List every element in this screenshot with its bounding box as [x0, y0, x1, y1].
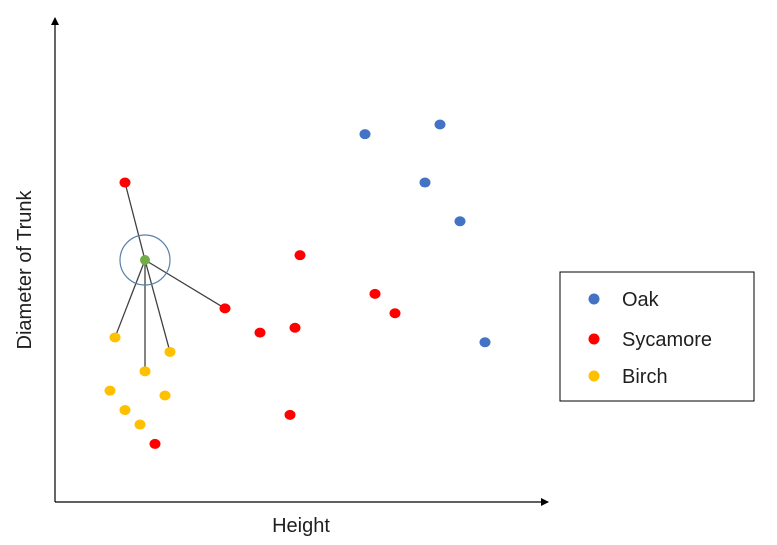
- point-oak: [434, 119, 446, 130]
- point-sycamore: [289, 322, 301, 333]
- point-oak: [454, 216, 466, 227]
- point-birch: [159, 390, 171, 401]
- point-birch: [134, 419, 146, 430]
- point-sycamore: [284, 409, 296, 420]
- point-sycamore: [369, 288, 381, 299]
- query-point-group: [140, 255, 150, 265]
- point-oak: [359, 129, 371, 140]
- point-birch: [109, 332, 121, 343]
- query-point: [140, 255, 150, 265]
- legend-label-birch: Birch: [622, 366, 668, 388]
- neighbor-line: [144, 259, 171, 353]
- legend: Oak Sycamore Birch: [559, 271, 755, 402]
- legend-marker-sycamore: [588, 333, 600, 345]
- point-oak: [479, 337, 491, 348]
- point-sycamore: [294, 250, 306, 261]
- point-sycamore: [389, 308, 401, 319]
- y-axis-title: Diameter of Trunk: [14, 190, 36, 350]
- point-sycamore: [254, 327, 266, 338]
- point-birch: [139, 366, 151, 377]
- point-sycamore: [219, 303, 231, 314]
- point-sycamore: [149, 438, 161, 449]
- neighbor-lines: [114, 182, 226, 372]
- point-birch: [119, 405, 131, 416]
- point-birch: [104, 385, 116, 396]
- query-radius: [119, 234, 171, 286]
- legend-marker-oak: [588, 293, 600, 305]
- legend-label-oak: Oak: [622, 289, 660, 311]
- x-axis-title: Height: [272, 515, 330, 537]
- neighbor-line: [114, 259, 146, 338]
- neighbor-line: [144, 259, 226, 309]
- query-radius-circle: [119, 234, 171, 286]
- neighbor-line: [124, 182, 146, 261]
- legend-marker-birch: [588, 370, 600, 382]
- point-sycamore: [119, 177, 131, 188]
- data-points: [104, 119, 491, 449]
- legend-label-sycamore: Sycamore: [622, 329, 712, 351]
- axes: [51, 17, 549, 506]
- point-oak: [419, 177, 431, 188]
- point-birch: [164, 346, 176, 357]
